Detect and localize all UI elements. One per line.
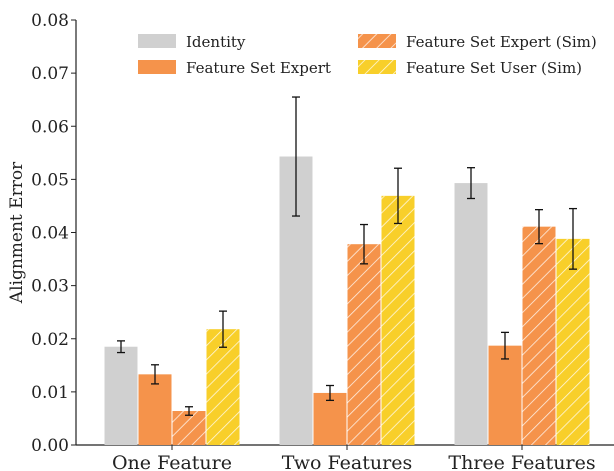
x-tick-label: Two Features: [282, 452, 412, 471]
bar-group: [556, 207, 590, 445]
bar-group: [522, 209, 556, 445]
bar-group: [313, 384, 347, 445]
y-tick-label: 0.04: [31, 224, 69, 244]
y-tick-label: 0.08: [31, 11, 69, 31]
bar-group: [206, 310, 240, 445]
bar-hatch: [522, 226, 556, 445]
legend-item: Feature Set User (Sim): [358, 59, 582, 77]
bar-group: [454, 167, 488, 445]
x-tick-label: One Feature: [112, 452, 232, 471]
bar: [488, 345, 522, 445]
bar: [313, 392, 347, 445]
x-tick-label: Three Features: [448, 452, 595, 471]
bar-group: [138, 364, 172, 445]
legend-swatch-hatch: [358, 34, 396, 48]
bar: [104, 346, 138, 445]
legend-label: Feature Set User (Sim): [406, 59, 582, 77]
y-tick-label: 0.01: [31, 383, 69, 403]
y-tick-label: 0.03: [31, 277, 69, 297]
bar-group: [347, 223, 381, 445]
legend-label: Feature Set Expert: [186, 59, 331, 77]
y-axis-title: Alignment Error: [7, 161, 27, 304]
y-tick-label: 0.00: [31, 436, 69, 456]
y-tick-label: 0.06: [31, 117, 69, 137]
bar-group: [172, 406, 206, 445]
bar-hatch: [347, 244, 381, 445]
legend-swatch-hatch: [358, 60, 396, 74]
bar-hatch: [556, 238, 590, 445]
bar-hatch: [381, 195, 415, 445]
legend-item: Feature Set Expert: [138, 59, 331, 77]
bar-group: [488, 331, 522, 445]
legend-swatch: [138, 34, 176, 48]
bar-group: [279, 96, 313, 445]
bar-group: [381, 167, 415, 445]
y-tick-label: 0.07: [31, 64, 69, 84]
legend-label: Feature Set Expert (Sim): [406, 33, 597, 51]
legend-item: Identity: [138, 33, 246, 51]
bar: [454, 183, 488, 445]
y-tick-label: 0.02: [31, 330, 69, 350]
legend-label: Identity: [186, 33, 246, 51]
bar: [138, 374, 172, 445]
legend-item: Feature Set Expert (Sim): [358, 33, 597, 51]
legend-swatch: [138, 60, 176, 74]
bar-hatch: [206, 329, 240, 445]
y-tick-label: 0.05: [31, 170, 69, 190]
bar-hatch: [172, 411, 206, 445]
bar-group: [104, 340, 138, 445]
